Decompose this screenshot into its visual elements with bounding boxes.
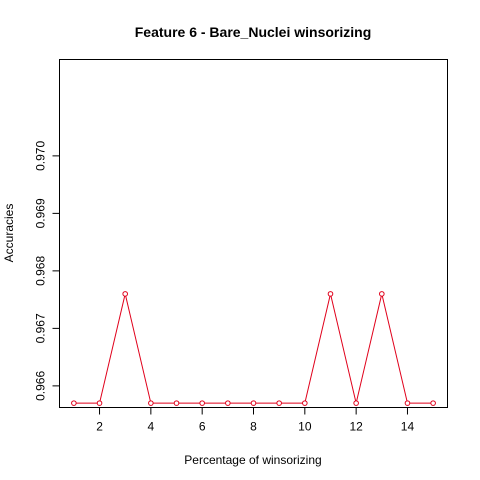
data-point xyxy=(148,400,154,406)
data-point xyxy=(71,400,77,406)
data-point xyxy=(379,291,385,297)
y-axis-label: Accuracies xyxy=(2,204,16,263)
y-tick-label: 0.968 xyxy=(34,256,48,286)
x-tick-label: 2 xyxy=(96,420,103,434)
x-tick-label: 12 xyxy=(349,420,363,434)
y-tick-label: 0.967 xyxy=(34,313,48,343)
y-axis: 0.966 0.967 0.968 0.969 0.970 xyxy=(34,141,60,401)
data-point xyxy=(302,400,308,406)
y-tick-label: 0.970 xyxy=(34,141,48,171)
data-point xyxy=(404,400,411,406)
series-line xyxy=(73,293,434,404)
data-point xyxy=(96,400,103,406)
data-point xyxy=(353,400,359,406)
data-point xyxy=(173,400,180,406)
plot-area-frame xyxy=(59,59,448,408)
y-tick-label: 0.969 xyxy=(34,198,48,228)
data-point xyxy=(430,400,436,406)
x-tick-label: 6 xyxy=(199,420,206,434)
data-point xyxy=(276,400,282,406)
x-axis: 2 4 6 8 10 12 14 xyxy=(96,407,415,434)
data-point xyxy=(327,291,334,297)
x-axis-label: Percentage of winsorizing xyxy=(184,453,321,467)
chart-title: Feature 6 - Bare_Nuclei winsorizing xyxy=(135,24,372,40)
data-point xyxy=(250,400,257,406)
data-point xyxy=(225,400,231,406)
x-tick-label: 4 xyxy=(148,420,155,434)
data-point xyxy=(199,400,205,406)
x-tick-label: 10 xyxy=(298,420,312,434)
y-tick-label: 0.966 xyxy=(34,371,48,401)
x-tick-label: 8 xyxy=(250,420,257,434)
data-point xyxy=(122,291,128,297)
series-layer xyxy=(71,291,436,406)
x-tick-label: 14 xyxy=(401,420,415,434)
